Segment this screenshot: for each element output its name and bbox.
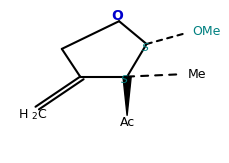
Text: S: S [121,75,128,85]
Text: Me: Me [188,68,206,81]
Text: S: S [142,43,149,53]
Text: C: C [37,108,46,121]
Text: OMe: OMe [192,25,221,38]
Text: H: H [19,108,28,121]
Text: Ac: Ac [120,116,135,129]
Polygon shape [123,77,131,116]
Text: O: O [111,9,123,23]
Text: 2: 2 [31,112,37,121]
